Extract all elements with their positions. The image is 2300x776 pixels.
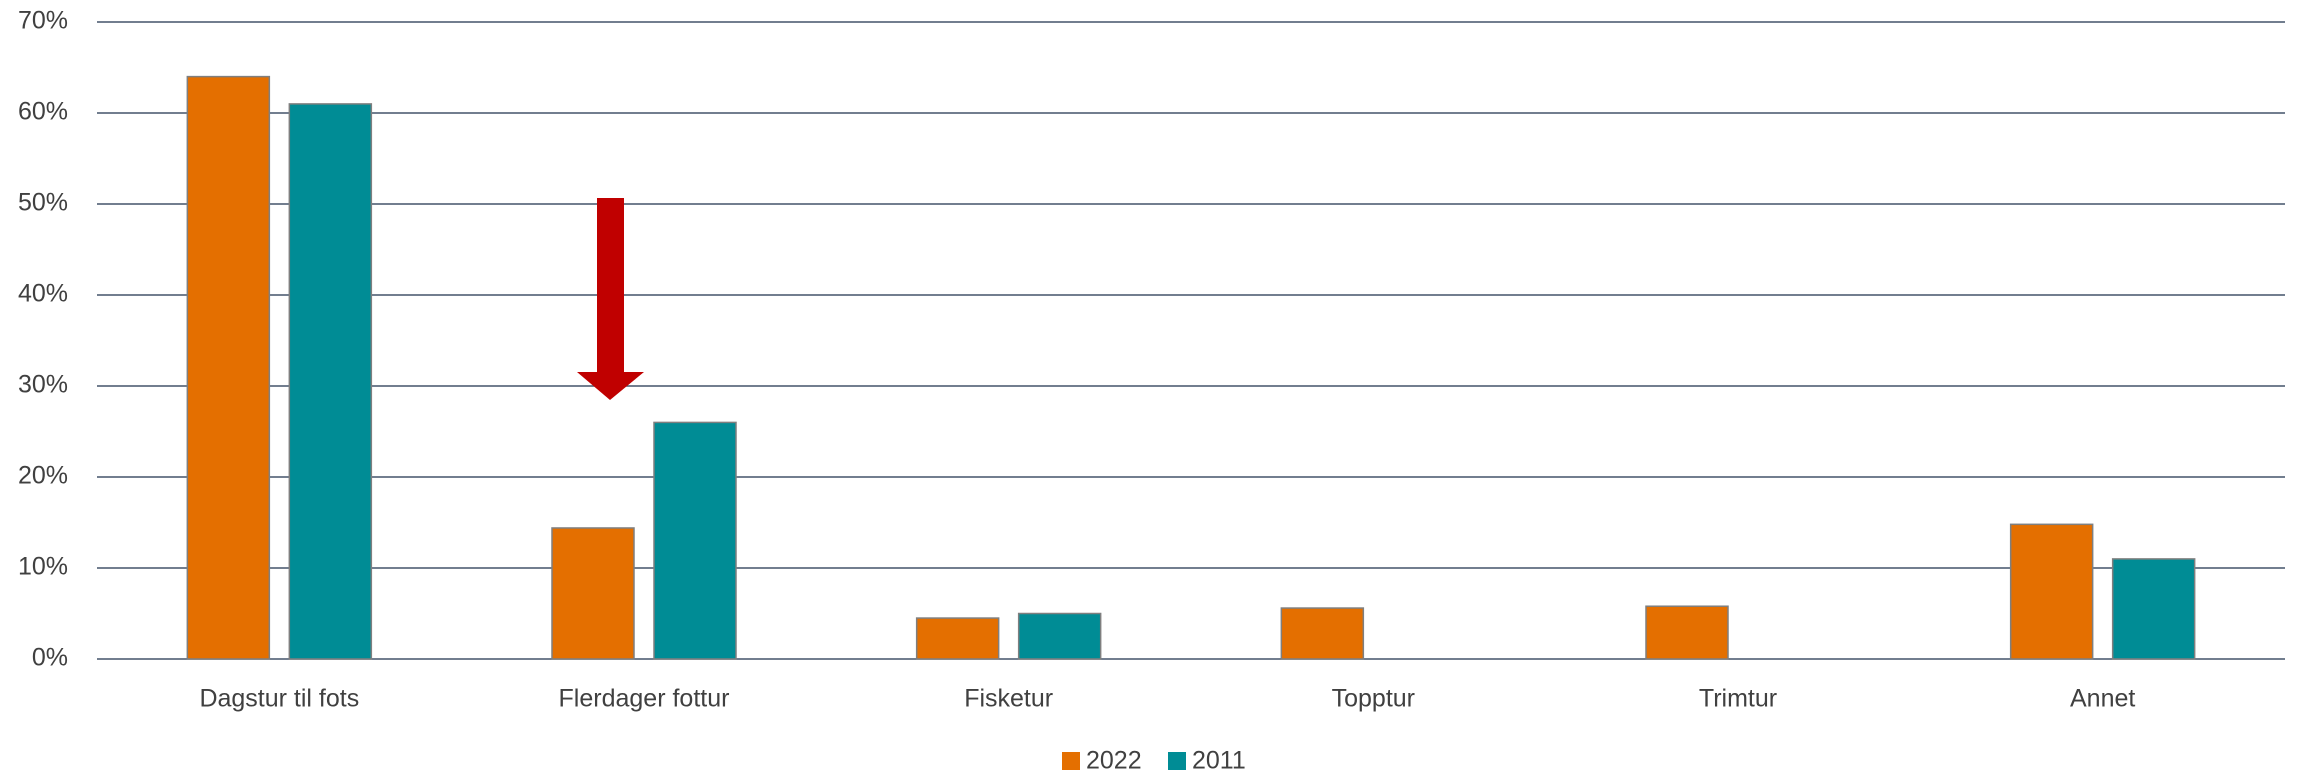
y-tick-label: 0% (32, 644, 68, 672)
bar (2111, 558, 2196, 660)
x-tick-label: Trimtur (1699, 685, 1777, 713)
legend-label: 2011 (1192, 747, 1246, 775)
y-tick-label: 40% (18, 280, 68, 308)
bar (551, 527, 635, 660)
bar (1017, 612, 1102, 660)
bar (1280, 607, 1365, 660)
legend-swatch (1168, 752, 1186, 770)
y-tick-label: 60% (18, 98, 68, 126)
bar (1645, 605, 1729, 660)
bar (288, 103, 373, 660)
x-tick-label: Topptur (1332, 685, 1415, 713)
x-tick-label: Annet (2070, 685, 2135, 713)
annotation-arrow (577, 198, 644, 400)
legend-swatch (1062, 752, 1080, 770)
x-tick-label: Flerdager fottur (559, 685, 730, 713)
legend-label: 2022 (1086, 747, 1142, 775)
y-tick-label: 70% (18, 7, 68, 35)
x-tick-label: Dagstur til fots (199, 685, 359, 713)
bar (186, 75, 271, 660)
y-tick-label: 30% (18, 371, 68, 399)
y-tick-label: 10% (18, 553, 68, 581)
bar (915, 617, 1000, 660)
y-tick-label: 50% (18, 189, 68, 217)
x-tick-label: Fisketur (964, 685, 1053, 713)
y-tick-label: 20% (18, 462, 68, 490)
bar (2009, 523, 2094, 660)
bar (653, 421, 737, 660)
